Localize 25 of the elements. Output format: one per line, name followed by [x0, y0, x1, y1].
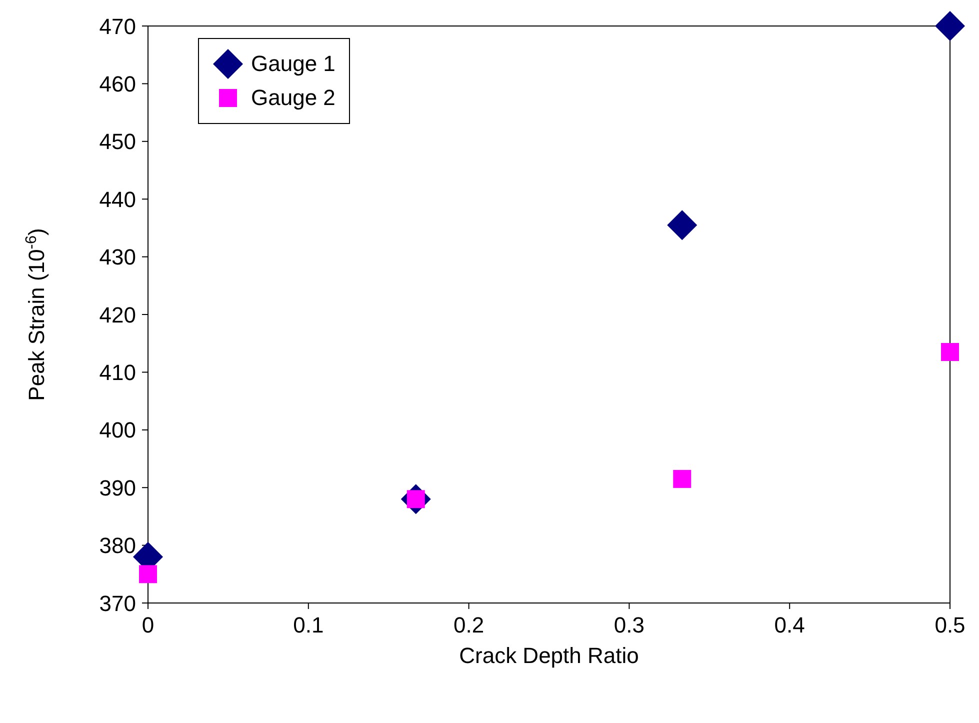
point	[667, 210, 698, 240]
x-tick-label: 0.4	[774, 612, 805, 638]
x-tick-label: 0.2	[454, 612, 484, 638]
point	[935, 11, 965, 41]
y-tick-label: 460	[99, 72, 136, 97]
x-tick-label: 0.1	[293, 612, 324, 638]
legend-label: Gauge 1	[251, 50, 336, 78]
x-tick-label: 0	[142, 612, 154, 638]
x-axis-title: Crack Depth Ratio	[459, 643, 639, 668]
point	[941, 343, 959, 362]
y-tick-label: 420	[99, 302, 136, 328]
legend-label: Gauge 2	[251, 84, 336, 112]
y-tick-label: 440	[99, 186, 136, 212]
y-tick-label: 430	[99, 244, 136, 270]
x-tick-label: 0.5	[934, 612, 966, 638]
y-tick-label: 470	[99, 14, 136, 39]
point	[139, 565, 157, 584]
y-tick-label: 370	[99, 590, 136, 616]
y-tick-label: 390	[99, 475, 136, 500]
y-tick-label: 450	[99, 129, 136, 154]
point	[673, 470, 692, 488]
y-tick-label: 400	[99, 418, 136, 443]
y-tick-label: 410	[99, 360, 136, 386]
y-tick-label: 380	[99, 533, 136, 558]
x-tick-label: 0.3	[614, 612, 644, 638]
